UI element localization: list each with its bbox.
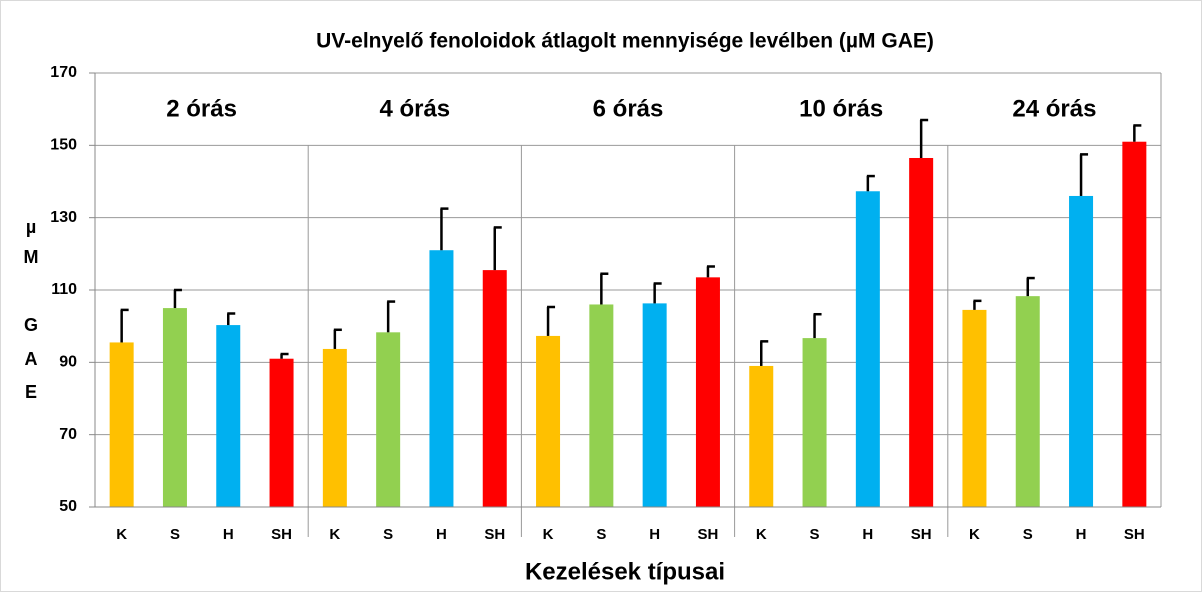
- bar: [695, 277, 720, 507]
- bar: [642, 303, 667, 507]
- bar: [1069, 195, 1094, 507]
- y-tick-label: 90: [59, 354, 77, 371]
- x-tick-label: K: [329, 526, 340, 543]
- x-axis-label: Kezelések típusai: [525, 558, 725, 585]
- x-tick-label: S: [383, 526, 393, 543]
- x-tick-label: SH: [271, 526, 292, 543]
- y-tick-label: 110: [51, 281, 77, 298]
- x-tick-label: SH: [1124, 526, 1145, 543]
- bar: [802, 338, 827, 507]
- x-tick-label: SH: [698, 526, 719, 543]
- y-tick-label: 150: [50, 137, 77, 154]
- x-tick-label: K: [756, 526, 767, 543]
- y-tick-label: 170: [50, 64, 77, 81]
- x-tick-label: K: [543, 526, 554, 543]
- x-tick-label: S: [170, 526, 180, 543]
- y-axis-label: G: [24, 315, 38, 335]
- y-axis-label: µ: [26, 217, 36, 237]
- group-label: 2 órás: [166, 95, 237, 122]
- x-tick-label: S: [596, 526, 606, 543]
- y-axis-label: A: [25, 349, 38, 369]
- x-tick-label: K: [116, 526, 127, 543]
- bar: [109, 342, 134, 507]
- x-tick-label: H: [862, 526, 873, 543]
- bar: [322, 348, 347, 507]
- bar: [269, 358, 294, 507]
- chart-title: UV-elnyelő fenoloidok átlagolt mennyiség…: [316, 30, 934, 53]
- bar: [162, 308, 187, 507]
- y-axis-label: M: [24, 247, 39, 267]
- y-tick-label: 50: [59, 498, 77, 515]
- y-axis-label: E: [25, 382, 37, 402]
- bar: [429, 250, 454, 507]
- group-label: 10 órás: [799, 95, 883, 122]
- bar: [962, 309, 987, 507]
- group-label: 4 órás: [379, 95, 450, 122]
- y-tick-label: 130: [50, 209, 77, 226]
- bar: [749, 365, 774, 507]
- bar: [1122, 141, 1147, 507]
- x-tick-label: H: [1076, 526, 1087, 543]
- bar: [1015, 296, 1040, 507]
- bar: [589, 304, 614, 507]
- y-tick-label: 70: [59, 426, 77, 443]
- group-label: 6 órás: [593, 95, 664, 122]
- x-tick-label: SH: [484, 526, 505, 543]
- bar: [376, 332, 401, 507]
- bar: [909, 157, 934, 507]
- group-label: 24 órás: [1012, 95, 1096, 122]
- x-tick-label: K: [969, 526, 980, 543]
- x-tick-label: SH: [911, 526, 932, 543]
- x-tick-label: S: [1023, 526, 1033, 543]
- x-tick-label: H: [223, 526, 234, 543]
- bar: [482, 270, 507, 507]
- x-tick-label: H: [436, 526, 447, 543]
- bar: [216, 325, 241, 507]
- bar: [855, 191, 880, 507]
- x-tick-label: H: [649, 526, 660, 543]
- x-tick-label: S: [810, 526, 820, 543]
- bar: [536, 335, 561, 507]
